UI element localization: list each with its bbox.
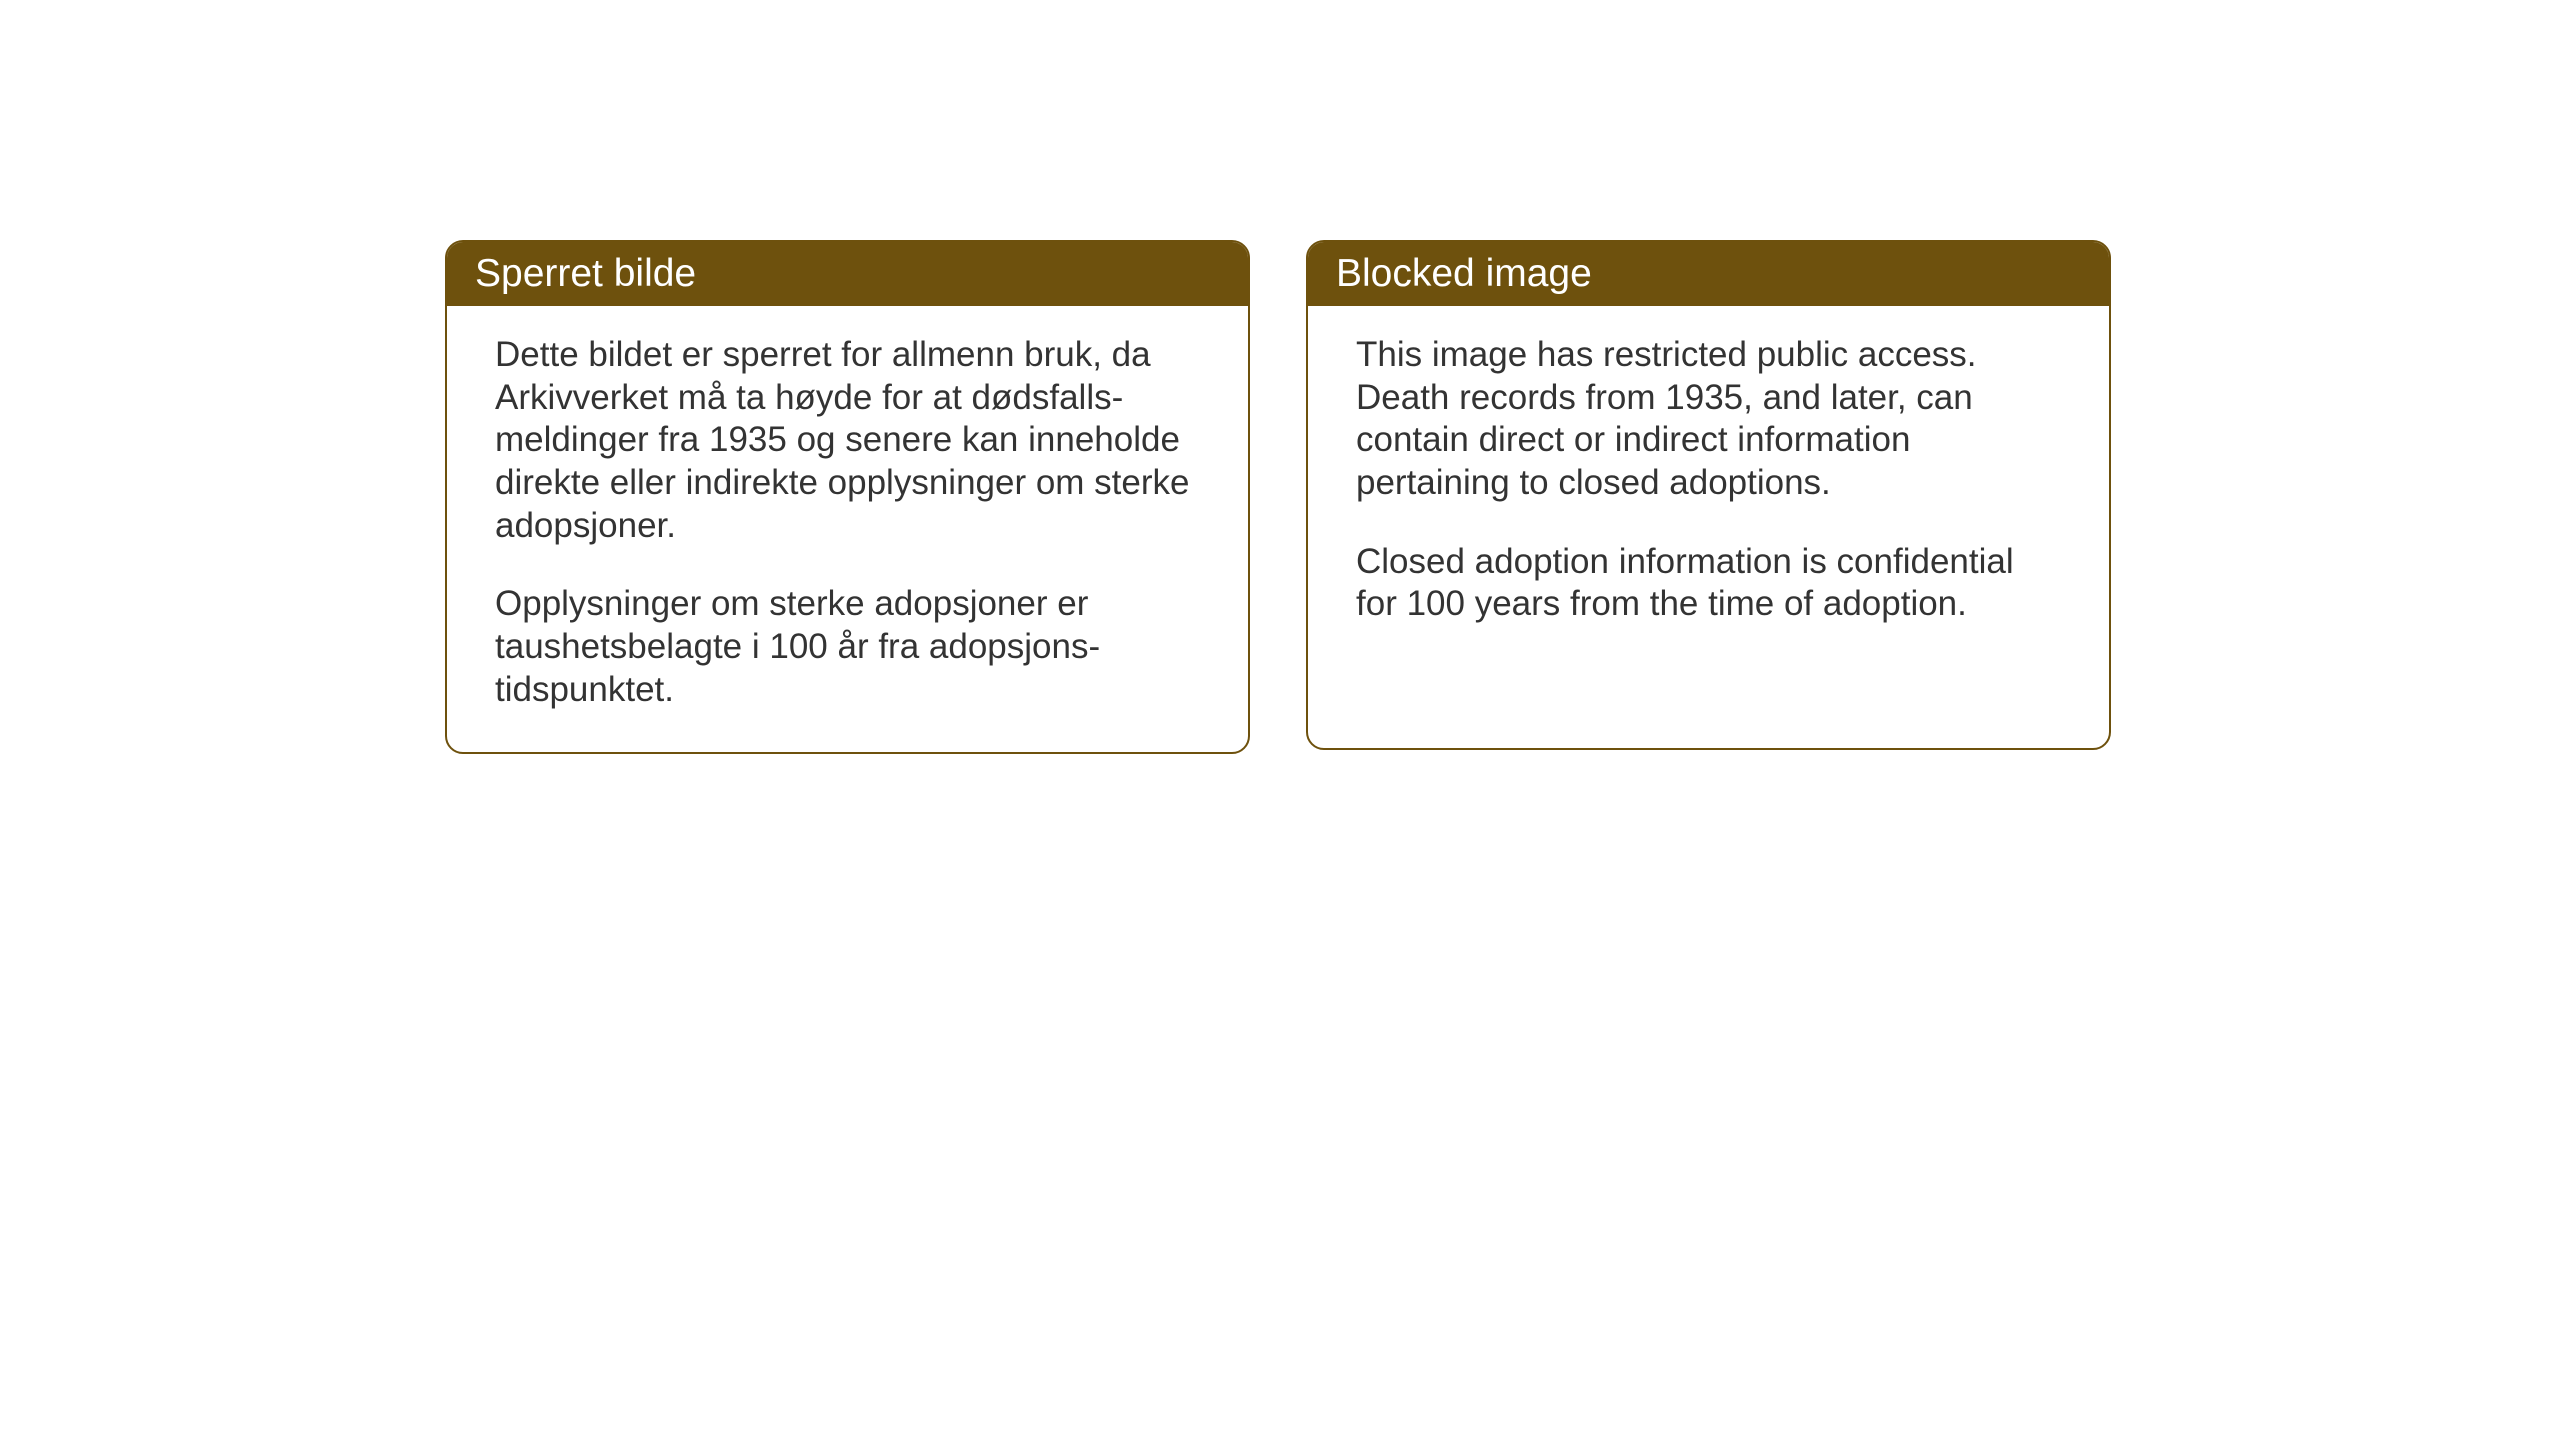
english-card-title: Blocked image <box>1336 252 1592 295</box>
norwegian-card-body: Dette bildet er sperret for allmenn bruk… <box>447 306 1248 752</box>
english-card-body: This image has restricted public access.… <box>1308 306 2109 666</box>
english-paragraph-1: This image has restricted public access.… <box>1356 334 2061 505</box>
norwegian-card-title: Sperret bilde <box>475 252 696 295</box>
norwegian-paragraph-2: Opplysninger om sterke adopsjoner er tau… <box>495 583 1200 711</box>
norwegian-paragraph-1: Dette bildet er sperret for allmenn bruk… <box>495 334 1200 547</box>
norwegian-card-header: Sperret bilde <box>447 242 1248 306</box>
english-card-header: Blocked image <box>1308 242 2109 306</box>
cards-container: Sperret bilde Dette bildet er sperret fo… <box>445 240 2111 754</box>
english-paragraph-2: Closed adoption information is confident… <box>1356 541 2061 626</box>
norwegian-card: Sperret bilde Dette bildet er sperret fo… <box>445 240 1250 754</box>
english-card: Blocked image This image has restricted … <box>1306 240 2111 750</box>
